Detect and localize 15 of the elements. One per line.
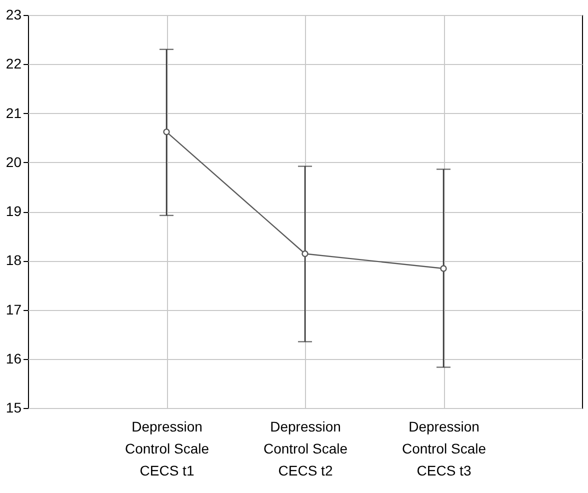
point xyxy=(163,128,170,136)
y-tick-label: 20 xyxy=(6,154,22,170)
x-tick-label: Depression Control Scale CECS t2 xyxy=(263,418,348,478)
y-tick-label: 23 xyxy=(6,6,22,22)
y-tick-label: 15 xyxy=(6,400,22,416)
point xyxy=(440,265,447,272)
y-tick-label: 16 xyxy=(6,350,22,366)
x-tick-label: Depression Control Scale CECS t3 xyxy=(402,418,486,478)
point xyxy=(302,250,308,258)
y-tick-label: 19 xyxy=(6,203,22,219)
y-tick-label: 18 xyxy=(6,252,22,268)
y-tick-label: 21 xyxy=(6,104,22,121)
y-tick-label: 17 xyxy=(6,301,22,318)
x-tick-label: Depression Control Scale CECS t1 xyxy=(124,418,210,478)
y-tick-label: 22 xyxy=(6,56,22,72)
